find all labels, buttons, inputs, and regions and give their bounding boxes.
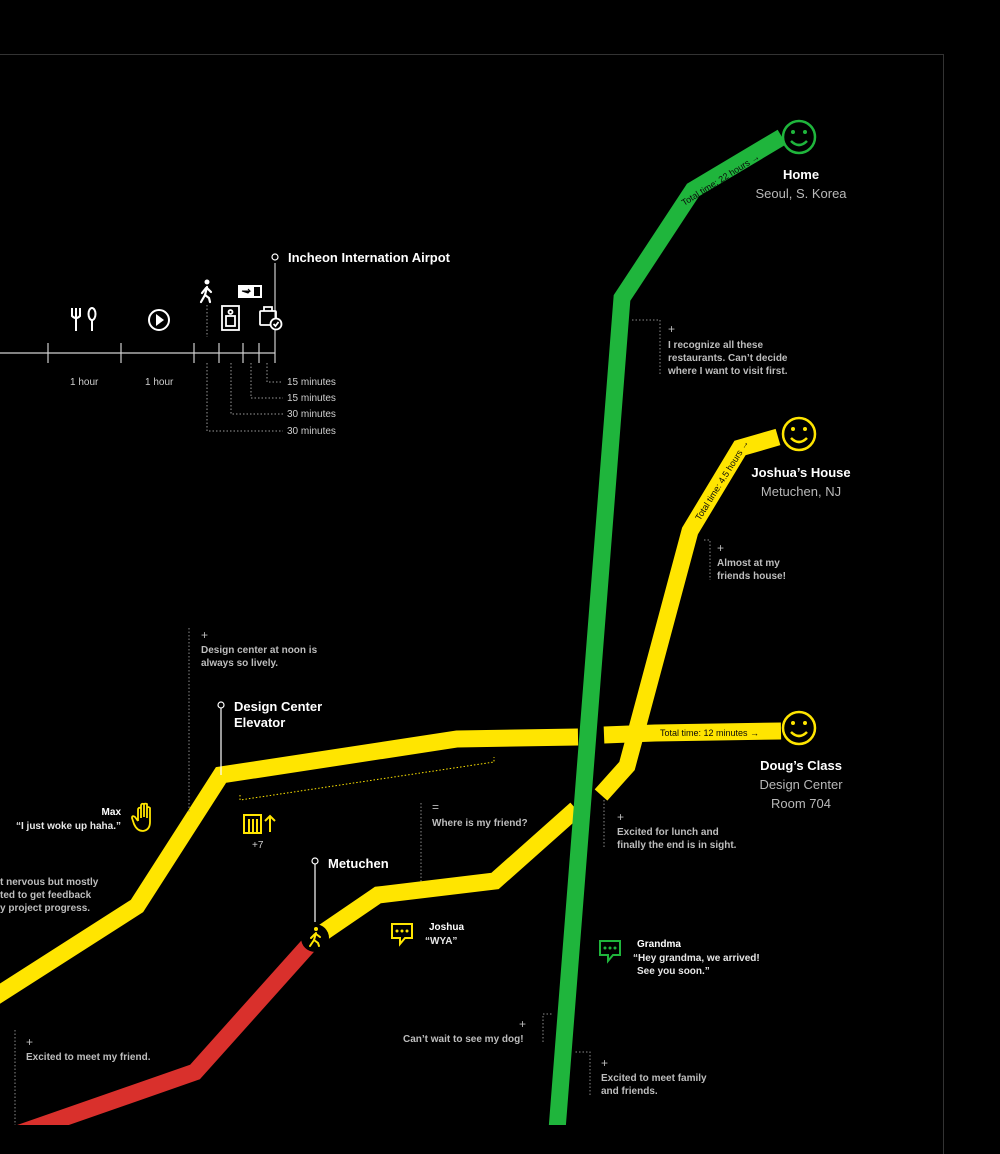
minute-label: 30 minutes xyxy=(287,426,336,437)
home-subtitle: Seoul, S. Korea xyxy=(755,186,847,201)
joshua-house-title: Joshua’s House xyxy=(751,465,851,480)
timeline-leaders xyxy=(206,305,283,432)
note-almost: Almost at my friends house! xyxy=(717,558,786,582)
design-center-label: Design Center xyxy=(234,699,323,714)
yellow-route-line-metuchen xyxy=(310,802,582,946)
walking-person-icon xyxy=(199,279,213,304)
airport-pin xyxy=(271,253,279,261)
note-nervous: t nervous but mostly ted to get feedback y… xyxy=(0,877,99,914)
chat-bubble-icon xyxy=(391,923,413,947)
home-title: Home xyxy=(782,167,820,182)
total-time-doug: Total time: 12 minutes → xyxy=(660,728,759,738)
minute-label: 30 minutes xyxy=(287,409,336,420)
doug-class-subtitle: Design Center xyxy=(759,777,843,792)
elevator-floor-count: +7 xyxy=(252,840,264,851)
joshua-house-subtitle: Metuchen, NJ xyxy=(760,484,842,499)
total-time-yellow: Total time: 4.5 hours → xyxy=(693,438,751,522)
chat-bubble-icon xyxy=(599,940,621,964)
note-sign: + xyxy=(668,322,676,336)
doug-class-room: Room 704 xyxy=(771,796,831,811)
diagram-frame xyxy=(0,54,944,1154)
note-excited-lunch: Excited for lunch and finally the end is … xyxy=(617,827,737,851)
hand-wave-icon xyxy=(131,802,151,832)
fork-knife-icon xyxy=(71,307,97,331)
yellow-route-line-joshua xyxy=(594,428,781,801)
elevator-icon xyxy=(243,814,276,834)
doug-class-title: Doug’s Class xyxy=(760,758,842,773)
walking-person-icon xyxy=(301,924,329,952)
play-icon xyxy=(148,309,170,331)
hour-label: 1 hour xyxy=(70,377,99,388)
note-meet-friend: Excited to meet my friend. xyxy=(26,1052,151,1063)
metuchen-pin xyxy=(311,857,319,865)
minute-label: 15 minutes xyxy=(287,377,336,388)
minute-label: 15 minutes xyxy=(287,393,336,404)
green-route-line xyxy=(548,129,787,1125)
message-sender-max: Max xyxy=(101,807,121,818)
design-center-pin xyxy=(217,701,225,709)
note-sign: + xyxy=(601,1056,609,1070)
elevator-dotted-leader xyxy=(239,757,495,801)
hour-label: 1 hour xyxy=(145,377,174,388)
message-sender-joshua: Joshua xyxy=(429,922,465,933)
note-design-noon: Design center at noon is always so lively… xyxy=(201,645,318,669)
smiley-icon xyxy=(781,119,817,155)
note-dog: Can’t wait to see my dog! xyxy=(403,1034,524,1045)
note-restaurants: I recognize all these restaurants. Can’t … xyxy=(668,340,788,377)
note-brackets xyxy=(14,319,711,1125)
message-text-max: “I just woke up haha.” xyxy=(15,821,121,832)
security-door-icon xyxy=(221,305,240,331)
note-where-friend: Where is my friend? xyxy=(432,818,528,829)
smiley-icon xyxy=(781,416,817,452)
note-sign: + xyxy=(519,1017,527,1031)
note-sign: + xyxy=(26,1035,34,1049)
note-sign: + xyxy=(617,810,625,824)
note-family: Excited to meet family and friends. xyxy=(601,1073,707,1097)
boarding-pass-icon xyxy=(238,285,262,298)
timeline-axis xyxy=(0,263,276,363)
note-sign: = xyxy=(432,800,440,814)
message-text-joshua: “WYA” xyxy=(425,936,458,947)
red-route-line xyxy=(17,932,322,1125)
note-sign: + xyxy=(201,628,209,642)
message-text-grandma: “Hey grandma, we arrived! See you soon.” xyxy=(633,953,760,977)
metuchen-label: Metuchen xyxy=(328,856,389,871)
airport-label: Incheon Internation Airpot xyxy=(288,250,451,265)
message-sender-grandma: Grandma xyxy=(637,939,681,950)
suitcase-check-icon xyxy=(259,306,283,331)
design-center-elevator-label: Elevator xyxy=(234,715,286,730)
route-diagram: Total time: 22 hours → Total time: 4.5 h… xyxy=(0,119,817,1125)
smiley-icon xyxy=(781,710,817,746)
yellow-route-line-doug xyxy=(603,722,782,744)
note-sign: + xyxy=(717,541,725,555)
